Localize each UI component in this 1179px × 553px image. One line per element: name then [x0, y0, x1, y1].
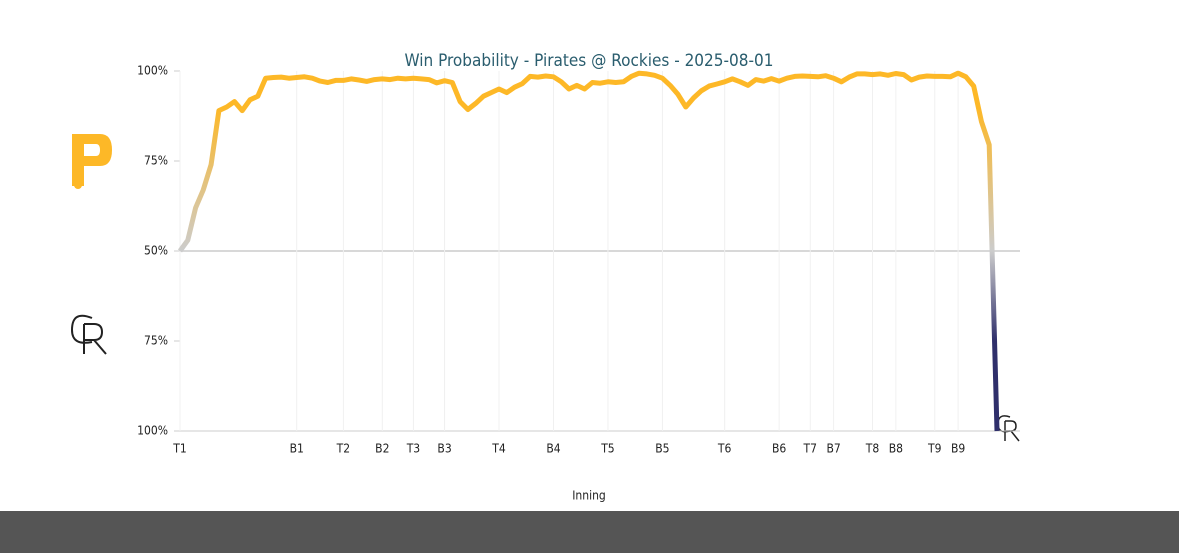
y-tick-label: 75% — [144, 154, 168, 168]
y-tick-label: 100% — [137, 424, 168, 438]
chart-title: Win Probability - Pirates @ Rockies - 20… — [405, 51, 774, 71]
y-tick-label: 75% — [144, 334, 168, 348]
x-tick-label: B5 — [655, 442, 669, 456]
rockies-logo-small — [997, 415, 1020, 442]
x-tick-label: B8 — [889, 442, 903, 456]
x-tick-label: B6 — [772, 442, 786, 456]
x-tick-label: T1 — [172, 442, 186, 456]
pirates-logo — [72, 134, 112, 189]
x-tick-label: T6 — [717, 442, 732, 456]
x-tick-label: T9 — [927, 442, 942, 456]
x-tick-label: B2 — [375, 442, 389, 456]
x-tick-label: B4 — [546, 442, 560, 456]
x-tick-label: T7 — [803, 442, 817, 456]
x-tick-label: T8 — [865, 442, 880, 456]
x-tick-label: T5 — [600, 442, 614, 456]
y-tick-label: 50% — [144, 244, 168, 258]
x-tick-label: B9 — [951, 442, 965, 456]
x-tick-label: T2 — [336, 442, 350, 456]
footer-bar — [0, 511, 1179, 553]
x-tick-label: T4 — [491, 442, 506, 456]
rockies-logo — [70, 314, 107, 355]
y-tick-label: 100% — [137, 64, 168, 78]
x-tick-label: B3 — [437, 442, 451, 456]
x-tick-label: T3 — [406, 442, 420, 456]
x-tick-label: B1 — [290, 442, 304, 456]
x-axis-label: Inning — [572, 489, 606, 503]
win-probability-line — [177, 70, 1000, 432]
chart: Win Probability - Pirates @ Rockies - 20… — [70, 51, 1020, 503]
x-tick-label: B7 — [826, 442, 840, 456]
